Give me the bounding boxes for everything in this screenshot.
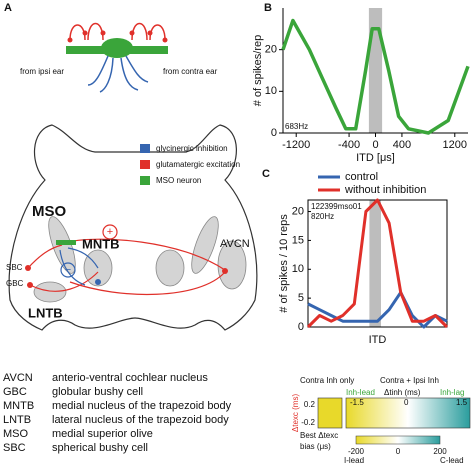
sign: − bbox=[65, 264, 71, 276]
abbreviation-text: anterio-ventral cochlear nucleus bbox=[52, 372, 208, 384]
x-tick-label: 1200 bbox=[443, 139, 467, 151]
y-tick-label: 0 bbox=[271, 127, 277, 139]
x-tick-label: 0 bbox=[372, 139, 378, 151]
y-tick-label: 0 bbox=[298, 321, 304, 333]
x-tick-label: 400 bbox=[393, 139, 411, 151]
line bbox=[281, 18, 470, 135]
panel-label: A bbox=[4, 2, 12, 14]
inset bbox=[317, 397, 471, 445]
nucleus-label: LNTB bbox=[28, 305, 63, 320]
brainstem-outline bbox=[8, 124, 258, 331]
annotation: 122399mso01 bbox=[311, 202, 362, 211]
abbreviation: GBC bbox=[3, 386, 27, 398]
nucleus-label: AVCN bbox=[220, 238, 250, 250]
inset-tick: 0.2 bbox=[304, 400, 316, 409]
abbreviation: AVCN bbox=[3, 372, 33, 384]
cbar-tick: 200 bbox=[433, 447, 447, 456]
inset-title: Contra + Ipsi Inh bbox=[380, 376, 439, 385]
cbar-tick: -200 bbox=[348, 447, 365, 456]
panel-label: C bbox=[262, 168, 270, 180]
inset-label: Inh-lag bbox=[440, 388, 464, 397]
y-tick-label: 20 bbox=[292, 205, 304, 217]
cbar-end: I-lead bbox=[344, 456, 364, 465]
nucleus-label: MNTB bbox=[82, 236, 120, 251]
inset-label: Δtinh (ms) bbox=[384, 388, 421, 397]
neuron-diagram bbox=[66, 22, 168, 93]
legend-label: control bbox=[345, 171, 378, 183]
inset-axis: Δtexc (ms) bbox=[291, 394, 300, 433]
y-tick-label: 15 bbox=[292, 234, 304, 246]
panel-label: B bbox=[264, 2, 272, 14]
shaded-band bbox=[369, 200, 381, 327]
x-tick-label: -400 bbox=[338, 139, 360, 151]
diagram-label: from ipsi ear bbox=[20, 67, 64, 76]
y-axis-label: # of spikes / 10 reps bbox=[278, 214, 290, 313]
cell-label: GBC bbox=[6, 279, 24, 288]
cell-label: SBC bbox=[6, 263, 23, 272]
abbreviation-text: medial superior olive bbox=[52, 428, 153, 440]
inset-label: Inh-lead bbox=[346, 388, 375, 397]
inset-tick: -1.5 bbox=[350, 398, 364, 407]
legend-label: glutamatergic excitation bbox=[156, 160, 240, 169]
nuclei bbox=[33, 216, 247, 303]
line bbox=[306, 198, 449, 329]
cbar-tick: 0 bbox=[396, 447, 401, 456]
y-tick-label: 10 bbox=[292, 263, 304, 275]
cbar-end: C-lead bbox=[440, 456, 464, 465]
abbreviation: MNTB bbox=[3, 400, 34, 412]
legend-label: glycinergic inhibition bbox=[156, 144, 228, 153]
nucleus-label: MSO bbox=[32, 203, 67, 220]
inset-tick: -0.2 bbox=[301, 418, 315, 427]
x-tick-label: -1200 bbox=[282, 139, 310, 151]
annotation: 820Hz bbox=[311, 212, 334, 221]
y-tick-label: 20 bbox=[265, 44, 277, 56]
abbreviation-text: spherical bushy cell bbox=[52, 442, 148, 454]
inset-title: Contra Inh only bbox=[300, 376, 354, 385]
inset-tick: 1.5 bbox=[456, 398, 468, 407]
legend-label: MSO neuron bbox=[156, 176, 201, 185]
diagram-label: from contra ear bbox=[163, 67, 218, 76]
x-axis-label: ITD bbox=[369, 334, 387, 346]
y-axis-label: # of spikes/rep bbox=[252, 35, 264, 107]
inset-tick: 0 bbox=[404, 398, 409, 407]
abbreviation: LNTB bbox=[3, 414, 31, 426]
cbar-title: Best Δtexc bbox=[300, 431, 338, 440]
y-tick-label: 10 bbox=[265, 85, 277, 97]
y-tick-label: 5 bbox=[298, 292, 304, 304]
pathways bbox=[25, 224, 228, 296]
line bbox=[307, 290, 448, 329]
diagram-legend bbox=[140, 144, 150, 185]
abbreviation: SBC bbox=[3, 442, 26, 454]
x-axis-label: ITD [μs] bbox=[356, 152, 395, 164]
annotation: 683Hz bbox=[285, 122, 308, 131]
abbreviation-text: medial nucleus of the trapezoid body bbox=[52, 400, 232, 412]
abbreviation-text: globular bushy cell bbox=[52, 386, 143, 398]
cbar-title: bias (μs) bbox=[300, 442, 331, 451]
abbreviation-text: lateral nucleus of the trapezoid body bbox=[52, 414, 229, 426]
abbreviation: MSO bbox=[3, 428, 29, 440]
sign: + bbox=[107, 226, 113, 238]
shaded-band bbox=[368, 8, 383, 133]
legend-label: without inhibition bbox=[344, 184, 426, 196]
